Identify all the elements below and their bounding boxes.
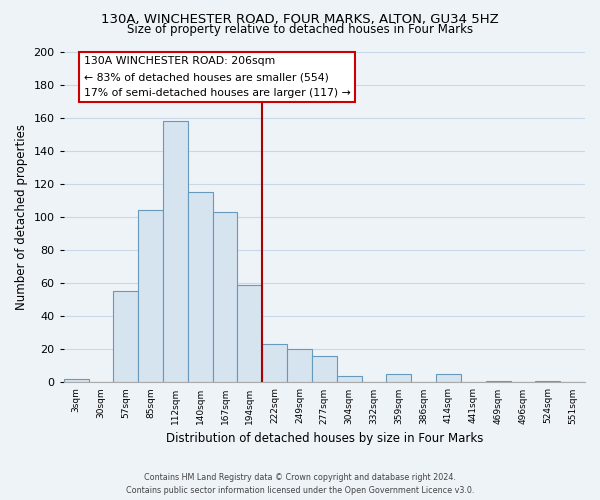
Bar: [312, 356, 337, 382]
Bar: [113, 292, 138, 382]
Text: Contains HM Land Registry data © Crown copyright and database right 2024.
Contai: Contains HM Land Registry data © Crown c…: [126, 473, 474, 495]
Bar: [163, 121, 188, 382]
Bar: [535, 381, 560, 382]
Bar: [436, 374, 461, 382]
Bar: [486, 381, 511, 382]
Bar: [262, 344, 287, 383]
Bar: [287, 350, 312, 382]
Text: Size of property relative to detached houses in Four Marks: Size of property relative to detached ho…: [127, 22, 473, 36]
Bar: [386, 374, 411, 382]
Bar: [238, 285, 262, 382]
Bar: [337, 376, 362, 382]
Bar: [212, 212, 238, 382]
Bar: [188, 192, 212, 382]
Text: 130A, WINCHESTER ROAD, FOUR MARKS, ALTON, GU34 5HZ: 130A, WINCHESTER ROAD, FOUR MARKS, ALTON…: [101, 12, 499, 26]
Y-axis label: Number of detached properties: Number of detached properties: [15, 124, 28, 310]
Bar: [64, 379, 89, 382]
Text: 130A WINCHESTER ROAD: 206sqm
← 83% of detached houses are smaller (554)
17% of s: 130A WINCHESTER ROAD: 206sqm ← 83% of de…: [83, 56, 350, 98]
Bar: [138, 210, 163, 382]
X-axis label: Distribution of detached houses by size in Four Marks: Distribution of detached houses by size …: [166, 432, 483, 445]
